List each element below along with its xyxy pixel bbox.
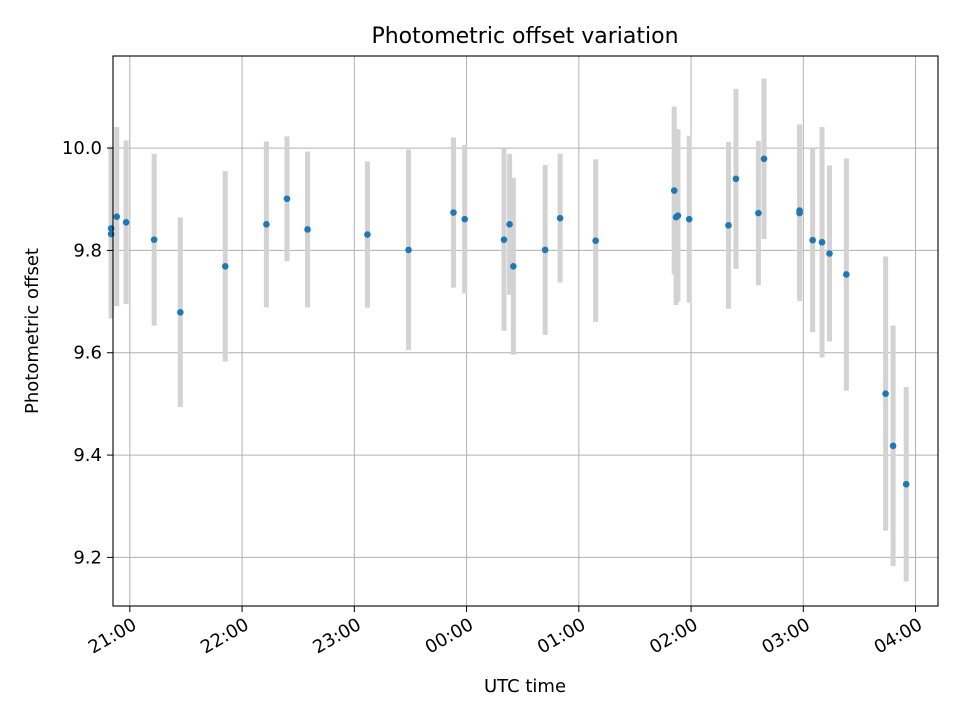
data-point bbox=[122, 218, 130, 226]
data-point bbox=[405, 246, 412, 254]
x-axis-label: UTC time bbox=[484, 676, 566, 697]
data-point bbox=[221, 262, 229, 270]
data-point bbox=[670, 187, 678, 194]
y-axis-ticks: 9.2 9.4 9.6 9.8 10.0 bbox=[62, 138, 113, 568]
data-point bbox=[304, 226, 311, 233]
data-point bbox=[177, 309, 184, 316]
data-point bbox=[500, 236, 508, 243]
y-tick-label: 9.2 bbox=[73, 547, 102, 568]
data-point bbox=[732, 175, 740, 183]
data-point bbox=[283, 195, 291, 203]
data-point bbox=[902, 480, 910, 488]
data-point bbox=[541, 246, 549, 254]
data-point bbox=[674, 212, 682, 219]
data-point bbox=[263, 221, 270, 228]
chart-title: Photometric offset variation bbox=[371, 24, 678, 49]
data-point bbox=[889, 442, 897, 450]
data-point bbox=[556, 214, 564, 222]
data-point bbox=[150, 236, 158, 243]
data-point bbox=[364, 231, 371, 238]
data-point bbox=[685, 215, 693, 223]
data-point bbox=[510, 262, 517, 270]
data-point bbox=[725, 222, 732, 229]
plot-frame bbox=[112, 55, 939, 607]
data-point bbox=[592, 237, 599, 244]
data-point bbox=[818, 238, 826, 246]
y-axis-label: Photometric offset bbox=[22, 248, 43, 414]
data-point bbox=[760, 155, 768, 163]
y-tick-label: 9.8 bbox=[73, 240, 102, 261]
data-point bbox=[461, 215, 469, 223]
y-tick-label: 10.0 bbox=[62, 138, 102, 159]
data-point bbox=[882, 390, 889, 397]
data-points bbox=[107, 155, 910, 488]
data-point bbox=[826, 250, 833, 257]
data-point bbox=[450, 209, 457, 216]
data-point bbox=[113, 213, 121, 220]
data-point bbox=[506, 221, 513, 228]
data-point bbox=[843, 271, 850, 278]
data-point bbox=[755, 209, 762, 217]
data-point bbox=[809, 236, 816, 244]
y-tick-label: 9.4 bbox=[73, 445, 102, 466]
data-point bbox=[796, 209, 803, 217]
y-tick-label: 9.6 bbox=[73, 343, 102, 364]
